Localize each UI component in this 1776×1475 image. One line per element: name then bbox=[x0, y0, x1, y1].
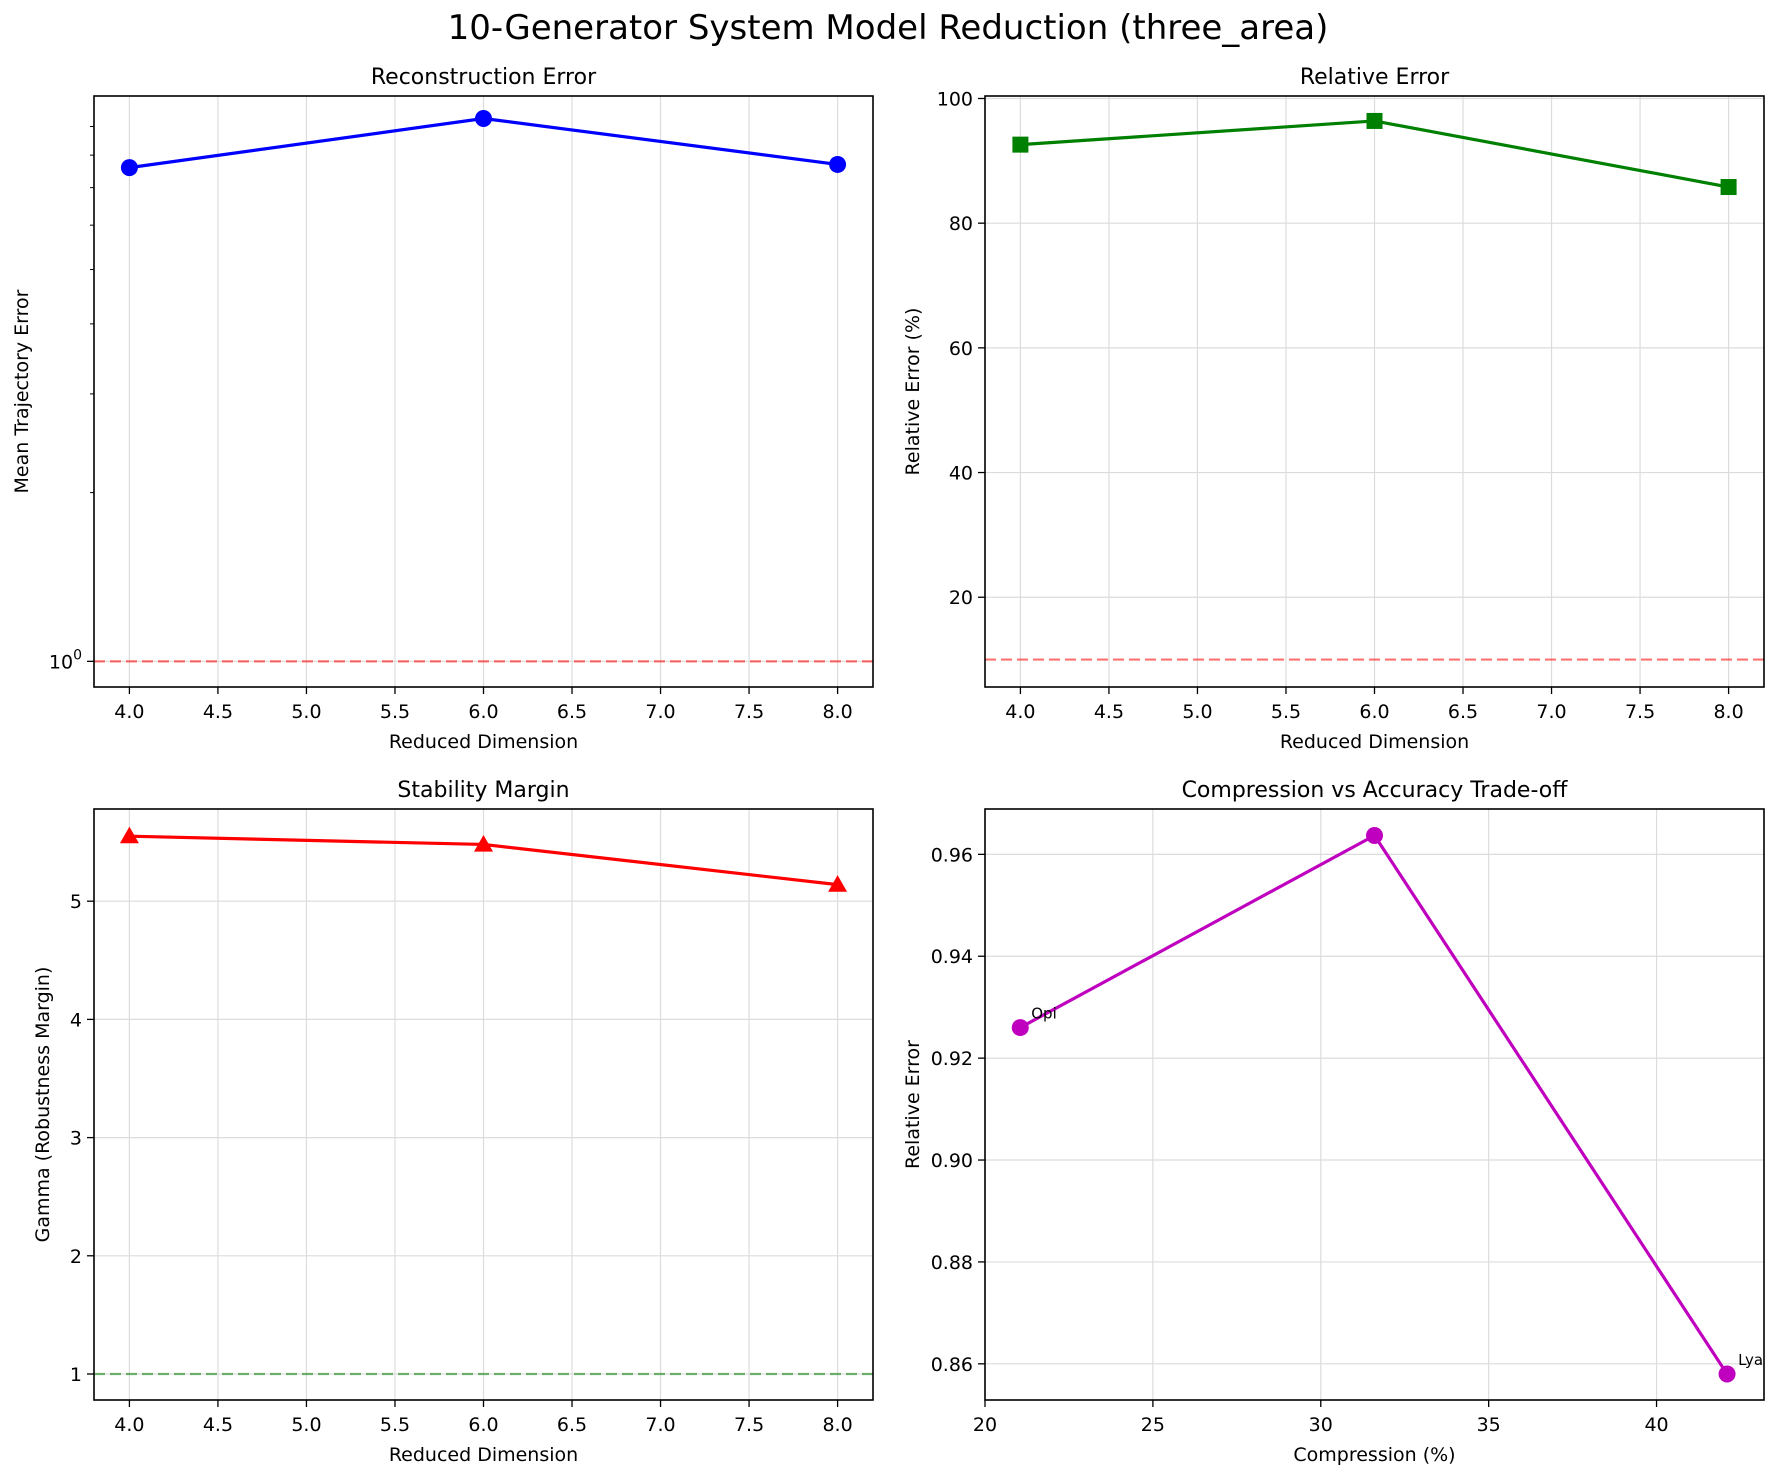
grid bbox=[94, 809, 873, 1400]
x-tick-label: 8.0 bbox=[822, 701, 852, 723]
x-tick-label: 4.0 bbox=[114, 701, 144, 723]
x-tick-label: 4.0 bbox=[1005, 701, 1035, 723]
x-tick-label: 4.5 bbox=[203, 701, 233, 723]
y-tick-label: 80 bbox=[949, 213, 973, 235]
y-tick-label: 1 bbox=[70, 1364, 82, 1386]
x-tick-label: 8.0 bbox=[1713, 701, 1743, 723]
y-tick-label: 0.90 bbox=[931, 1150, 973, 1172]
x-tick-label: 6.0 bbox=[1359, 701, 1389, 723]
x-tick-label: 5.5 bbox=[1271, 701, 1301, 723]
y-tick-label: 100 bbox=[49, 647, 82, 673]
chart-panel-2: 4.0 4.5 5.0 5.5 6.0 6.5 7.0 7.5 8.0 20 40 60 80 100 Re… bbox=[902, 65, 1765, 753]
data-point bbox=[1011, 1019, 1029, 1037]
x-tick-label: 4.5 bbox=[1094, 701, 1124, 723]
x-tick-label: 6.5 bbox=[557, 1414, 587, 1436]
grid bbox=[984, 809, 1764, 1400]
data-point bbox=[828, 875, 848, 892]
y-tick-label: 0.88 bbox=[931, 1252, 973, 1274]
x-tick-label: 7.5 bbox=[734, 701, 764, 723]
x-tick-label: 7.5 bbox=[734, 1414, 764, 1436]
x-tick-label: 4.5 bbox=[203, 1414, 233, 1436]
x-tick-label: 35 bbox=[1477, 1414, 1501, 1436]
x-tick-label: 20 bbox=[973, 1414, 997, 1436]
y-tick-label: 0.94 bbox=[931, 946, 973, 968]
y-axis-label: Relative Error (%) bbox=[902, 308, 924, 476]
chart-panel-1: 4.0 4.5 5.0 5.5 6.0 6.5 7.0 7.5 8.0 100 Reconstruc… bbox=[11, 65, 874, 753]
y-tick-label: 0.96 bbox=[931, 844, 973, 866]
series-line bbox=[1019, 833, 1729, 1375]
x-axis-label: Compression (%) bbox=[1293, 1444, 1455, 1466]
chart-panel-4: Opi Lya 20 25 30 35 40 0.86 0.88 0.90 0.92 0.94 0.96… bbox=[902, 778, 1765, 1466]
panel-title: Compression vs Accuracy Trade-off bbox=[1182, 778, 1569, 803]
x-tick-label: 5.0 bbox=[291, 1414, 321, 1436]
x-tick-label: 4.0 bbox=[114, 1414, 144, 1436]
data-point bbox=[1366, 826, 1383, 844]
data-point bbox=[1012, 136, 1029, 153]
data-point bbox=[1366, 112, 1383, 129]
x-tick-label: 5.5 bbox=[380, 1414, 410, 1436]
panel-title: Stability Margin bbox=[397, 778, 569, 803]
x-tick-label: 40 bbox=[1644, 1414, 1668, 1436]
x-tick-label: 7.0 bbox=[645, 1414, 675, 1436]
x-tick-label: 30 bbox=[1309, 1414, 1333, 1436]
grid bbox=[94, 96, 873, 687]
x-axis-label: Reduced Dimension bbox=[389, 1444, 578, 1466]
chart-panel-3: 4.0 4.5 5.0 5.5 6.0 6.5 7.0 7.5 8.0 1 2 3 4 5 Stabilit… bbox=[32, 778, 874, 1466]
data-point bbox=[474, 834, 493, 852]
y-axis-label: Mean Trajectory Error bbox=[11, 289, 33, 493]
y-axis-label: Relative Error bbox=[902, 1040, 924, 1169]
y-tick-label: 0.92 bbox=[931, 1048, 973, 1070]
x-axis-label: Reduced Dimension bbox=[1280, 731, 1469, 753]
point-label: Lya bbox=[1738, 1351, 1763, 1369]
x-tick-label: 8.0 bbox=[822, 1414, 852, 1436]
y-axis-label: Gamma (Robustness Margin) bbox=[32, 967, 54, 1243]
x-tick-label: 5.0 bbox=[1182, 701, 1212, 723]
x-tick-label: 5.5 bbox=[380, 701, 410, 723]
plot-frame bbox=[984, 808, 1765, 1401]
x-tick-label: 7.0 bbox=[1536, 701, 1566, 723]
x-tick-label: 25 bbox=[1141, 1414, 1165, 1436]
y-tick-label: 5 bbox=[70, 891, 82, 913]
x-tick-label: 6.5 bbox=[557, 701, 587, 723]
y-tick-label: 60 bbox=[949, 338, 973, 360]
data-point bbox=[119, 826, 139, 844]
data-point bbox=[1718, 1365, 1736, 1383]
y-tick-label: 3 bbox=[70, 1128, 82, 1150]
y-tick-label: 2 bbox=[70, 1246, 82, 1268]
data-point bbox=[475, 109, 492, 127]
point-label: Opi bbox=[1031, 1005, 1057, 1023]
x-tick-label: 6.5 bbox=[1448, 701, 1478, 723]
y-tick-label: 100 bbox=[937, 88, 973, 110]
x-tick-label: 7.5 bbox=[1625, 701, 1655, 723]
x-tick-label: 5.0 bbox=[291, 701, 321, 723]
y-tick-base: 10 bbox=[49, 651, 73, 673]
grid bbox=[985, 96, 1764, 687]
y-tick-label: 40 bbox=[949, 463, 973, 485]
y-tick-label: 4 bbox=[70, 1009, 82, 1031]
panel-title: Relative Error bbox=[1300, 65, 1450, 90]
y-tick-label: 0.86 bbox=[931, 1354, 973, 1376]
x-tick-label: 7.0 bbox=[645, 701, 675, 723]
x-tick-label: 6.0 bbox=[468, 1414, 498, 1436]
y-tick-exponent: 0 bbox=[73, 647, 82, 663]
y-tick-label: 20 bbox=[949, 587, 973, 609]
data-point bbox=[829, 155, 847, 173]
data-point bbox=[120, 159, 138, 177]
figure-title: 10-Generator System Model Reduction (thr… bbox=[447, 8, 1329, 48]
data-point bbox=[1720, 179, 1737, 196]
x-tick-label: 6.0 bbox=[468, 701, 498, 723]
x-axis-label: Reduced Dimension bbox=[389, 731, 578, 753]
panel-title: Reconstruction Error bbox=[371, 65, 597, 90]
